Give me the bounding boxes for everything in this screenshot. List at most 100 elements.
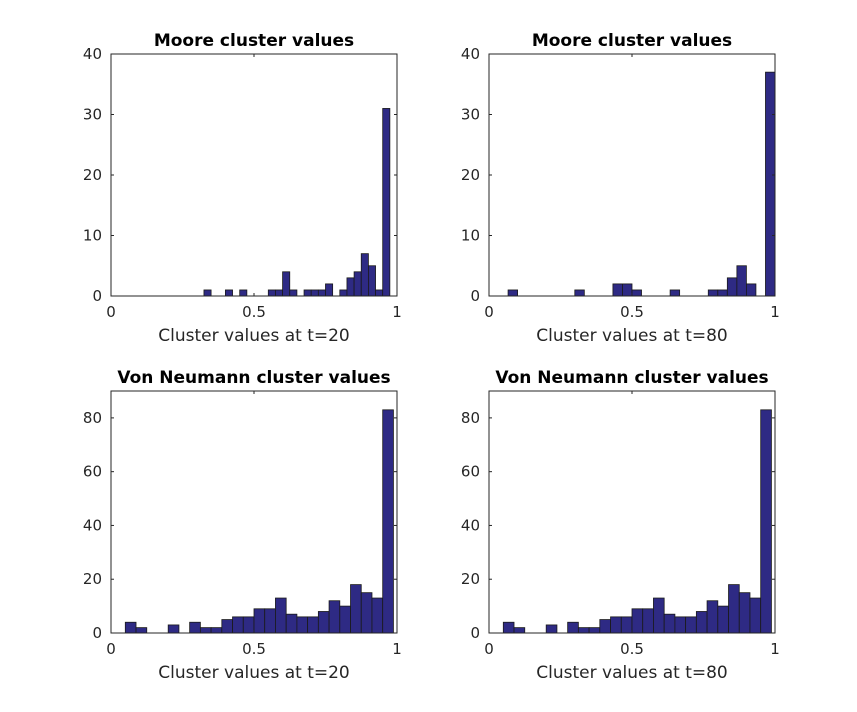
chart-title: Moore cluster values	[532, 31, 732, 51]
x-tick-label: 1	[770, 303, 780, 321]
histogram-bar	[508, 290, 518, 296]
histogram-bar	[589, 628, 600, 633]
histogram-bar	[275, 598, 286, 633]
y-tick-label: 0	[470, 287, 480, 305]
histogram-bar	[354, 272, 361, 296]
y-tick-label: 0	[92, 287, 102, 305]
histogram-bar	[265, 609, 276, 633]
histogram-bar	[275, 290, 282, 296]
histogram-bar	[297, 617, 308, 633]
subplot-von-neumann-t80: 0 0.5 1 0 20 40 60 80 Von Neumann cluster values…	[461, 368, 780, 683]
y-tick-label: 40	[83, 516, 102, 534]
histogram-bar	[361, 254, 368, 296]
y-tick-label: 30	[83, 106, 102, 124]
y-tick-label: 10	[461, 227, 480, 245]
y-tick-label: 80	[461, 409, 480, 427]
histogram-bar	[254, 609, 265, 633]
histogram-bar	[708, 290, 718, 296]
histogram-bar	[670, 290, 680, 296]
histogram-bar	[718, 606, 729, 633]
axes-frame	[489, 54, 775, 296]
histogram-bar	[318, 611, 329, 633]
x-tick-label: 0.5	[242, 303, 266, 321]
x-tick-label: 0.5	[242, 640, 266, 658]
histogram-bar	[318, 290, 325, 296]
chart-title: Von Neumann cluster values	[495, 368, 768, 388]
x-axis-label: Cluster values at t=80	[536, 663, 727, 683]
histogram-bar	[568, 622, 579, 633]
histogram-bar	[675, 617, 686, 633]
histogram-bar	[283, 272, 290, 296]
histogram-bar	[304, 290, 311, 296]
histogram-bar	[125, 622, 136, 633]
histogram-bar	[243, 617, 254, 633]
y-tick-label: 20	[83, 570, 102, 588]
histogram-bar	[765, 72, 775, 296]
histogram-bar	[351, 585, 362, 633]
histogram-bar	[750, 598, 761, 633]
x-tick-label: 0	[484, 640, 494, 658]
histogram-bar	[664, 614, 675, 633]
histogram-bar	[611, 617, 622, 633]
histogram-bar	[383, 410, 394, 633]
x-axis-label: Cluster values at t=80	[536, 326, 727, 346]
y-tick-label: 20	[461, 570, 480, 588]
histogram-bar	[368, 266, 375, 296]
histogram-bar	[514, 628, 525, 633]
histogram-bar	[696, 611, 707, 633]
y-tick-label: 10	[83, 227, 102, 245]
histogram-bar	[136, 628, 147, 633]
histogram-bar	[761, 410, 772, 633]
histogram-bar	[211, 628, 222, 633]
histogram-bar	[686, 617, 697, 633]
histogram-bar	[222, 620, 233, 633]
histogram-bar	[290, 290, 297, 296]
histogram-bar	[286, 614, 297, 633]
y-tick-label: 60	[461, 463, 480, 481]
histogram-bar	[361, 593, 372, 633]
x-tick-label: 0.5	[620, 640, 644, 658]
subplot-von-neumann-t20: 0 0.5 1 0 20 40 60 80 Von Neumann cluster values…	[83, 368, 402, 683]
y-tick-label: 80	[83, 409, 102, 427]
histogram-bar	[643, 609, 654, 633]
chart-title: Von Neumann cluster values	[117, 368, 390, 388]
x-tick-label: 1	[770, 640, 780, 658]
histogram-bar	[308, 617, 319, 633]
histogram-bar	[311, 290, 318, 296]
histogram-bar	[372, 598, 383, 633]
histogram-bar	[621, 617, 632, 633]
y-tick-label: 40	[83, 45, 102, 63]
histogram-bar	[225, 290, 232, 296]
histogram-bar	[326, 284, 333, 296]
chart-title: Moore cluster values	[154, 31, 354, 51]
x-tick-label: 0.5	[620, 303, 644, 321]
histogram-bar	[729, 585, 740, 633]
histogram-bar	[340, 606, 351, 633]
y-tick-label: 40	[461, 45, 480, 63]
histogram-bar	[707, 601, 718, 633]
histogram-bar	[503, 622, 514, 633]
y-tick-label: 30	[461, 106, 480, 124]
histogram-bar	[632, 609, 643, 633]
histogram-bar	[240, 290, 247, 296]
histogram-bar	[739, 593, 750, 633]
histogram-bar	[168, 625, 179, 633]
histogram-bar	[376, 290, 383, 296]
y-tick-label: 20	[461, 166, 480, 184]
axes-frame	[111, 54, 397, 296]
histogram-bar	[575, 290, 585, 296]
histogram-bar	[329, 601, 340, 633]
x-tick-label: 0	[484, 303, 494, 321]
histogram-bar	[347, 278, 354, 296]
histogram-bar	[200, 628, 211, 633]
y-tick-label: 0	[92, 624, 102, 642]
x-axis-label: Cluster values at t=20	[158, 663, 349, 683]
histogram-bar	[600, 620, 611, 633]
y-tick-label: 20	[83, 166, 102, 184]
x-tick-label: 0	[106, 640, 116, 658]
y-tick-label: 0	[470, 624, 480, 642]
histogram-bar	[727, 278, 737, 296]
y-tick-label: 40	[461, 516, 480, 534]
